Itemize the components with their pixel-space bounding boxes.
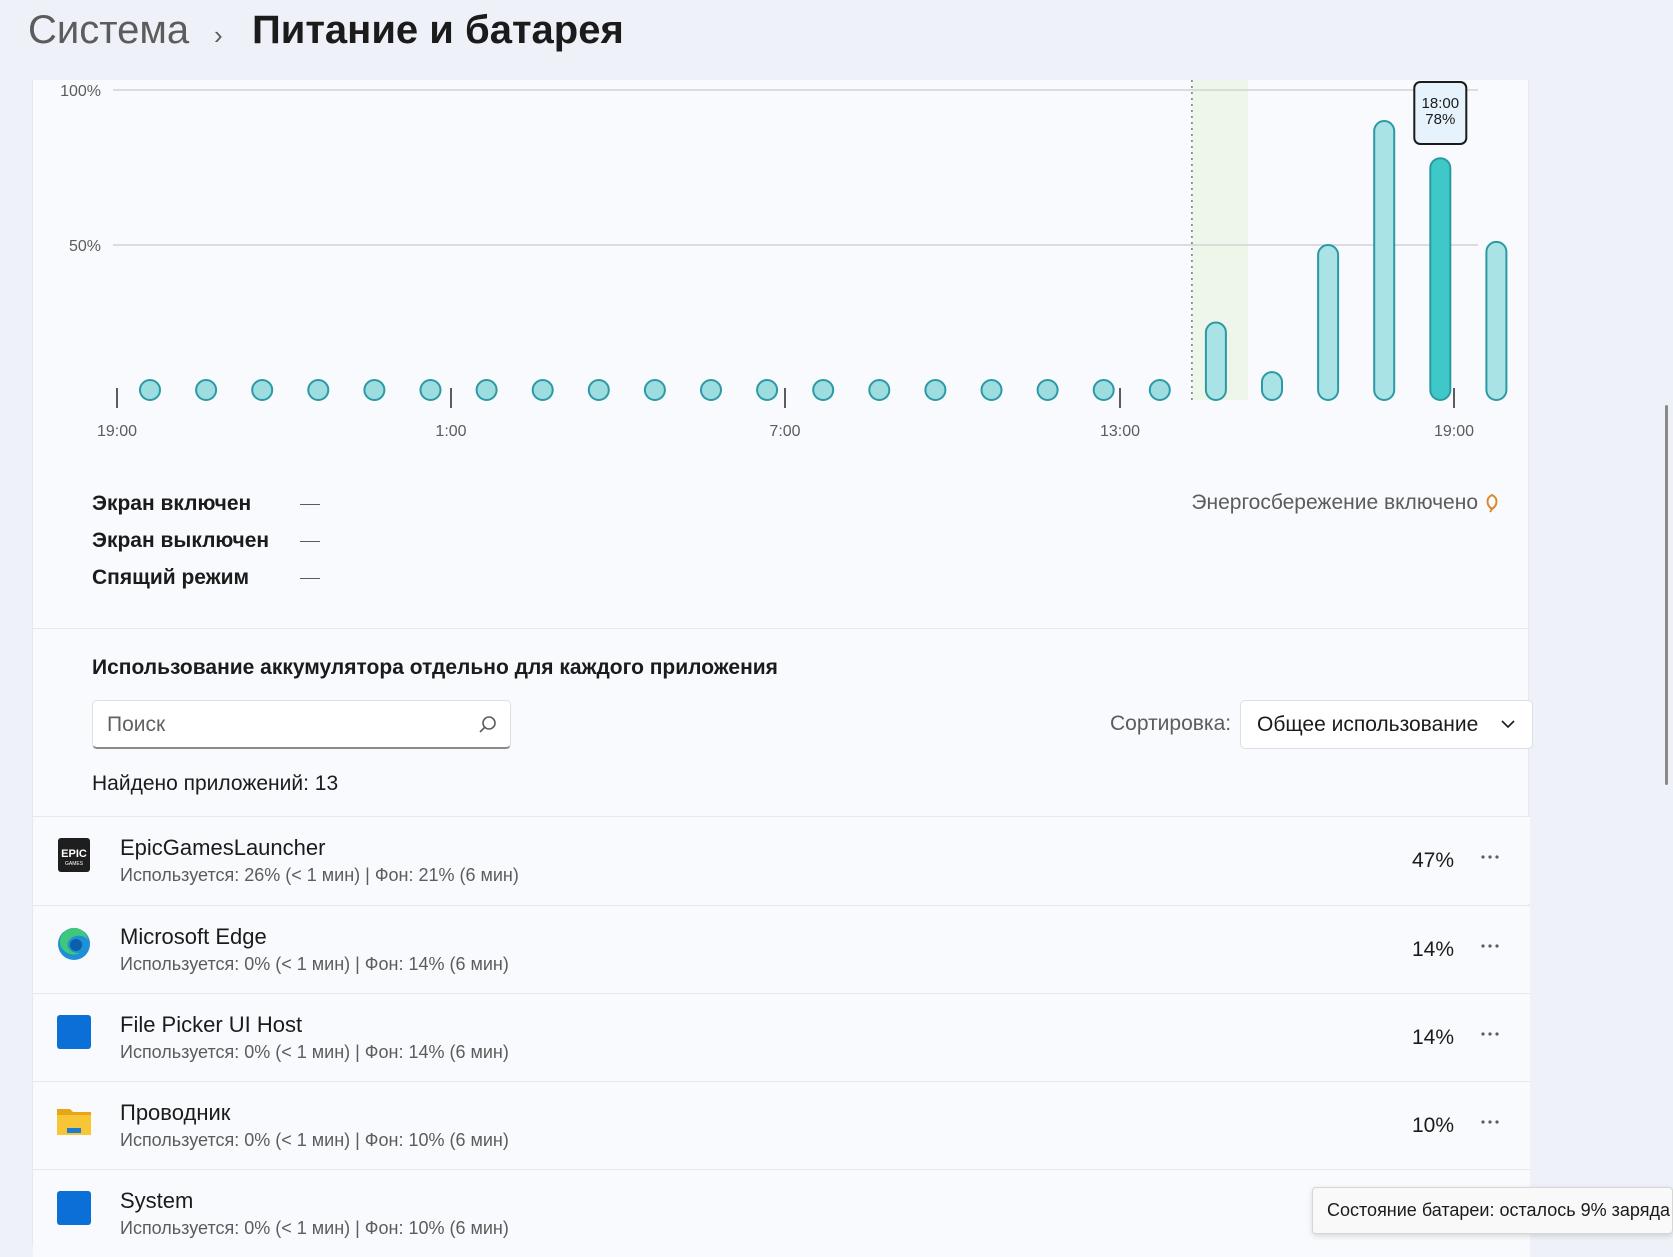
battery-dot: [363, 379, 386, 401]
apps-section-title: Использование аккумулятора отдельно для …: [92, 656, 778, 679]
app-row-file-picker-ui-host[interactable]: File Picker UI Host Используется: 0% (< …: [33, 993, 1530, 1081]
legend-screen-on: Экран включен: [92, 492, 252, 515]
leaf-icon: [1486, 493, 1498, 513]
epic-logo-subtext: GAMES: [65, 861, 84, 867]
battery-dot: [700, 379, 722, 401]
battery-dot: [756, 379, 779, 401]
more-icon: [1481, 1120, 1499, 1124]
more-options-button[interactable]: [1474, 1106, 1506, 1138]
page-title: Питание и батарея: [252, 8, 624, 52]
bar-tooltip: [1413, 81, 1468, 145]
more-options-button[interactable]: [1474, 930, 1506, 962]
epic-logo-text: EPIC: [61, 848, 87, 860]
sort-label: Сортировка:: [1110, 712, 1232, 735]
app-percent: 14%: [1411, 938, 1454, 961]
bar-tooltip-value: 78%: [1425, 111, 1455, 128]
app-row-microsoft-edge[interactable]: Microsoft Edge Используется: 0% (< 1 мин…: [33, 905, 1530, 993]
battery-dot: [643, 379, 666, 401]
battery-dot: [251, 379, 274, 401]
battery-dot: [868, 379, 891, 401]
battery-dot: [1092, 379, 1115, 401]
battery-bar: [1261, 371, 1283, 402]
app-name: Microsoft Edge: [120, 924, 267, 949]
breadcrumb-parent[interactable]: Система: [28, 8, 190, 52]
epic-games-icon: EPIC GAMES: [58, 838, 90, 872]
blue-square-icon: [57, 1191, 91, 1225]
x-tick-label: 19:00: [1434, 423, 1474, 440]
app-search-input[interactable]: [107, 711, 457, 739]
page-header: Система › Питание и батарея: [0, 0, 1673, 80]
battery-dot: [419, 379, 442, 401]
x-tick-label: 13:00: [1100, 423, 1140, 440]
battery-dot: [812, 379, 835, 401]
app-row-epicgameslauncher[interactable]: EPIC GAMES EpicGamesLauncher Используетс…: [33, 816, 1530, 904]
battery-dot: [587, 379, 610, 401]
chevron-down-icon: [1501, 720, 1515, 729]
scrollbar[interactable]: [1665, 405, 1668, 785]
x-tick-label: 19:00: [97, 423, 137, 440]
app-percent: 14%: [1411, 1026, 1454, 1049]
legend-screen-on-dash: [300, 504, 320, 505]
breadcrumb-chevron-icon: ›: [214, 20, 223, 50]
y-tick-label: 50%: [69, 238, 101, 255]
battery-dot: [924, 379, 947, 401]
battery-status-tooltip: Состояние батареи: осталось 9% заряда: [1312, 1187, 1673, 1234]
more-icon: [1481, 1032, 1499, 1036]
battery-bar: [1373, 120, 1396, 401]
battery-dot: [475, 379, 498, 401]
app-detail: Используется: 26% (< 1 мин) | Фон: 21% (…: [120, 865, 519, 885]
x-tick-label: 7:00: [769, 423, 800, 440]
app-name: System: [120, 1188, 194, 1213]
battery-saver-label: Энергосбережение включено: [1191, 491, 1478, 514]
battery-bar: [1485, 240, 1508, 401]
battery-saver-legend: Энергосбережение включено: [1191, 491, 1500, 515]
battery-dot: [980, 379, 1003, 401]
battery-dot: [139, 379, 161, 401]
more-options-button[interactable]: [1474, 841, 1506, 873]
app-detail: Используется: 0% (< 1 мин) | Фон: 14% (6…: [120, 954, 509, 974]
more-options-button[interactable]: [1474, 1018, 1506, 1050]
more-icon: [1481, 944, 1499, 948]
battery-bar-selected: [1429, 157, 1452, 401]
bar-tooltip-time: 18:00: [1422, 95, 1460, 112]
x-tick-label: 1:00: [435, 423, 466, 440]
legend-screen-off: Экран выключен: [92, 529, 270, 552]
battery-dot: [531, 379, 554, 401]
app-search-box[interactable]: [92, 700, 511, 749]
app-row-system[interactable]: System Используется: 0% (< 1 мин) | Фон:…: [33, 1169, 1530, 1257]
search-icon[interactable]: [478, 715, 498, 735]
app-name: Проводник: [120, 1100, 231, 1125]
legend-sleep: Спящий режим: [92, 566, 250, 589]
app-row-explorer[interactable]: Проводник Используется: 0% (< 1 мин) | Ф…: [33, 1081, 1530, 1169]
more-icon: [1481, 855, 1499, 859]
y-tick-label: 100%: [60, 83, 101, 100]
battery-dot: [1036, 379, 1059, 401]
app-percent: 47%: [1411, 849, 1454, 872]
legend-screen-off-dash: [300, 541, 320, 542]
apps-found-count: Найдено приложений: 13: [92, 772, 339, 795]
sort-dropdown[interactable]: Общее использование: [1240, 700, 1533, 749]
legend-sleep-dash: [300, 578, 320, 579]
app-name: EpicGamesLauncher: [120, 835, 326, 860]
sort-dropdown-value: Общее использование: [1257, 713, 1479, 736]
app-detail: Используется: 0% (< 1 мин) | Фон: 14% (6…: [120, 1042, 509, 1062]
folder-icon: [57, 1109, 91, 1135]
battery-bar: [1204, 321, 1227, 401]
content-panel: 100% 50% 19:00 1:00 7:00 13:00 19:00 18:00 78% Э…: [32, 80, 1533, 1257]
battery-dot: [307, 379, 330, 401]
battery-bar: [1317, 244, 1340, 401]
battery-dot: [1148, 379, 1171, 401]
blue-square-icon: [57, 1015, 91, 1049]
app-detail: Используется: 0% (< 1 мин) | Фон: 10% (6…: [120, 1218, 509, 1238]
app-name: File Picker UI Host: [120, 1012, 303, 1037]
battery-dot: [195, 379, 218, 401]
section-divider: [33, 628, 1530, 629]
edge-icon: [58, 927, 90, 960]
app-detail: Используется: 0% (< 1 мин) | Фон: 10% (6…: [120, 1130, 509, 1150]
app-percent: 10%: [1411, 1114, 1454, 1137]
